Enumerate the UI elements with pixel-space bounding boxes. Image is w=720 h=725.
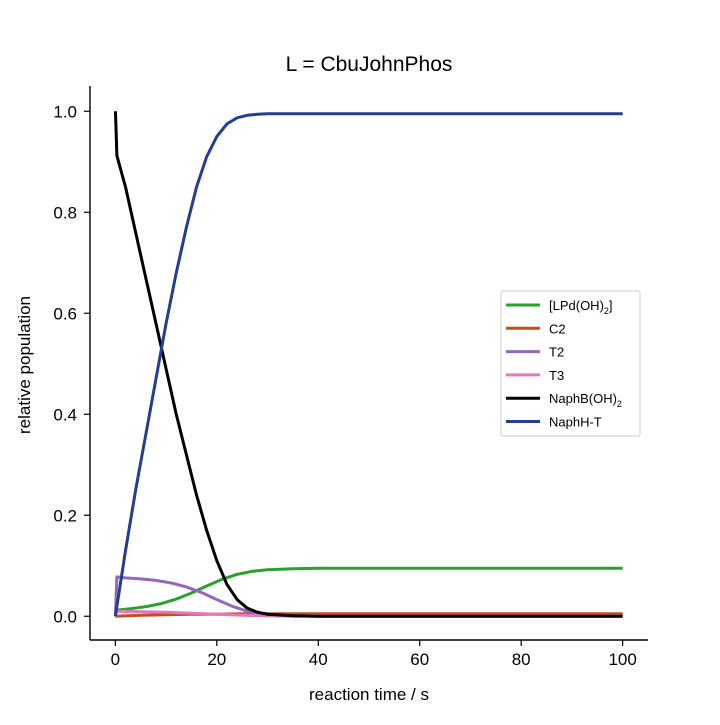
legend-label-text: NaphH-T — [549, 415, 602, 430]
series-line-4 — [113, 111, 623, 618]
legend-label-text: T3 — [549, 368, 564, 383]
series-line-0 — [115, 566, 623, 612]
legend-label: NaphH-T — [549, 415, 602, 430]
legend-label: T2 — [549, 345, 564, 360]
x-tick-label: 0 — [111, 650, 120, 669]
x-tick-label: 100 — [608, 650, 636, 669]
y-axis-title: relative population — [15, 296, 34, 434]
x-axis-title: reaction time / s — [309, 685, 429, 704]
legend-label-text: C2 — [549, 321, 566, 336]
series-line-2 — [113, 575, 623, 618]
y-tick-label: 1.0 — [53, 102, 77, 121]
legend-label-subscript: 2 — [617, 399, 622, 409]
x-ticks: 0 20 40 60 80 100 — [111, 640, 637, 669]
legend-label-subscript: 2 — [604, 306, 609, 316]
legend-label: C2 — [549, 321, 566, 336]
legend-label: T3 — [549, 368, 564, 383]
y-tick-label: 0.2 — [53, 506, 77, 525]
series-line-5 — [113, 112, 623, 617]
series-line-1 — [115, 612, 623, 618]
x-tick-label: 60 — [410, 650, 429, 669]
x-tick-label: 20 — [207, 650, 226, 669]
legend-label: NaphB(OH)2 — [549, 391, 622, 409]
plot-lines — [113, 111, 623, 618]
legend-label-text: NaphB(OH) — [549, 391, 617, 406]
x-tick-label: 40 — [309, 650, 328, 669]
legend-label: [LPd(OH)2] — [549, 298, 613, 316]
legend-label-text: T2 — [549, 345, 564, 360]
legend-label-text: [LPd(OH) — [549, 298, 604, 313]
x-tick-label: 80 — [512, 650, 531, 669]
y-tick-label: 0.0 — [53, 607, 77, 626]
legend-label-tail: ] — [609, 298, 613, 313]
y-ticks: 0.0 0.2 0.4 0.6 0.8 1.0 — [53, 102, 90, 626]
axes — [89, 86, 648, 641]
y-tick-label: 0.8 — [53, 203, 77, 222]
y-tick-label: 0.4 — [53, 405, 77, 424]
chart-title: L = CbuJohnPhos — [286, 53, 453, 76]
y-tick-label: 0.6 — [53, 304, 77, 323]
